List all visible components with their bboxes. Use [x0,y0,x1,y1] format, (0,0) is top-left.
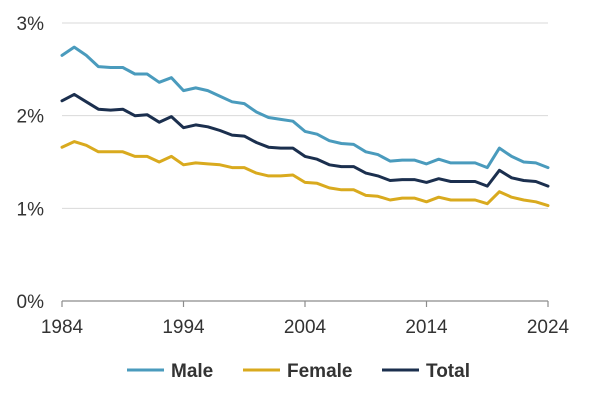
series-line-total [60,92,550,188]
x-tick-label-3: 2014 [405,317,448,338]
series-line-female [60,140,550,208]
y-tick-label-1: 1% [17,199,45,220]
series-line-male [60,45,550,170]
y-axis-tick-labels: 0% 1% 2% 3% [17,14,45,313]
x-tick-label-4: 2024 [527,317,570,338]
y-tick-label-2: 2% [17,107,45,128]
legend-label-male: Male [171,361,213,382]
y-tick-label-3: 3% [17,14,45,35]
x-axis-tick-labels: 1984 1994 2004 2014 2024 [41,317,570,338]
series-lines [60,45,550,208]
x-axis [61,300,549,307]
legend: Male Female Total [127,361,470,382]
legend-label-total: Total [426,361,470,382]
x-tick-label-1: 1994 [162,317,205,338]
x-tick-label-0: 1984 [41,317,84,338]
y-tick-label-0: 0% [17,292,45,313]
x-tick-label-2: 2004 [284,317,327,338]
legend-label-female: Female [287,361,352,382]
